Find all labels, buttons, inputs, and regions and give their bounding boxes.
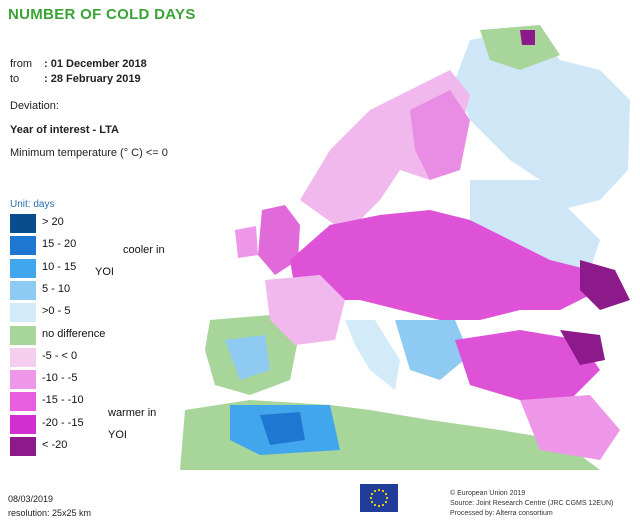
map-title: NUMBER OF COLD DAYS bbox=[8, 6, 196, 23]
legend-label: >0 - 5 bbox=[42, 305, 71, 318]
legend-label: -10 - -5 bbox=[42, 372, 78, 385]
eu-flag-icon bbox=[360, 484, 398, 512]
footer-copyright: © European Union 2019 bbox=[450, 490, 526, 497]
region-caspian bbox=[580, 260, 630, 310]
warmer-note: warmer in bbox=[108, 407, 157, 419]
legend-swatch bbox=[10, 258, 36, 278]
legend-label: no difference bbox=[42, 327, 106, 340]
region-north-russia bbox=[455, 28, 630, 210]
legend-label: 15 - 20 bbox=[42, 238, 77, 251]
region-africa-dark bbox=[260, 412, 305, 445]
to-value: : 28 February 2019 bbox=[44, 73, 141, 85]
legend-swatch bbox=[10, 236, 36, 256]
year-of-interest: Year of interest - LTA bbox=[10, 124, 120, 136]
region-balkans bbox=[395, 320, 470, 380]
region-france bbox=[265, 275, 345, 345]
legend-swatch bbox=[10, 347, 36, 367]
legend-unit: Unit: days bbox=[10, 199, 55, 210]
legend-swatch bbox=[10, 370, 36, 390]
footer-date: 08/03/2019 bbox=[8, 494, 54, 504]
deviation-label: Deviation: bbox=[10, 100, 59, 112]
to-label: to bbox=[10, 73, 20, 85]
cooler-note: cooler in bbox=[123, 244, 165, 256]
legend-label: -5 - < 0 bbox=[42, 349, 78, 362]
legend-label: -15 - -10 bbox=[42, 394, 84, 407]
footer-resolution: resolution: 25x25 km bbox=[8, 508, 92, 518]
legend-swatch bbox=[10, 437, 36, 456]
legend-swatch bbox=[10, 280, 36, 300]
legend-label: -20 - -15 bbox=[42, 416, 84, 429]
footer-processed: Processed by: Alterra consortium bbox=[450, 510, 553, 517]
legend-swatch bbox=[10, 214, 36, 233]
region-east-europe bbox=[470, 180, 600, 270]
from-label: from bbox=[10, 58, 32, 70]
region-ireland bbox=[235, 226, 258, 258]
legend-label: 5 - 10 bbox=[42, 282, 71, 295]
cooler-yoi: YOI bbox=[95, 266, 114, 278]
region-finland bbox=[410, 90, 470, 180]
region-middle-east bbox=[520, 395, 620, 460]
legend-label: > 20 bbox=[42, 216, 64, 228]
period-from: from : 01 December 2018 bbox=[10, 58, 147, 70]
period-to: to : 28 February 2019 bbox=[10, 73, 141, 85]
from-value: : 01 December 2018 bbox=[44, 58, 147, 70]
legend-swatch bbox=[10, 414, 36, 434]
region-turkey bbox=[455, 330, 600, 400]
legend-label: < -20 bbox=[42, 439, 68, 451]
warmer-yoi: YOI bbox=[108, 429, 127, 441]
legend-label: 10 - 15 bbox=[42, 260, 77, 273]
region-uk bbox=[258, 205, 300, 275]
legend-swatch bbox=[10, 325, 36, 345]
region-iberia-blue bbox=[225, 335, 270, 380]
region-italy bbox=[345, 320, 400, 390]
region-northeast-tip bbox=[520, 30, 535, 45]
footer-source: Source: Joint Research Centre (JRC CGMS … bbox=[450, 500, 614, 507]
legend-swatch bbox=[10, 392, 36, 412]
region-north-green bbox=[480, 25, 560, 70]
region-caucasus bbox=[560, 330, 605, 365]
legend-swatch bbox=[10, 303, 36, 323]
criterion: Minimum temperature (° C) <= 0 bbox=[10, 147, 168, 159]
